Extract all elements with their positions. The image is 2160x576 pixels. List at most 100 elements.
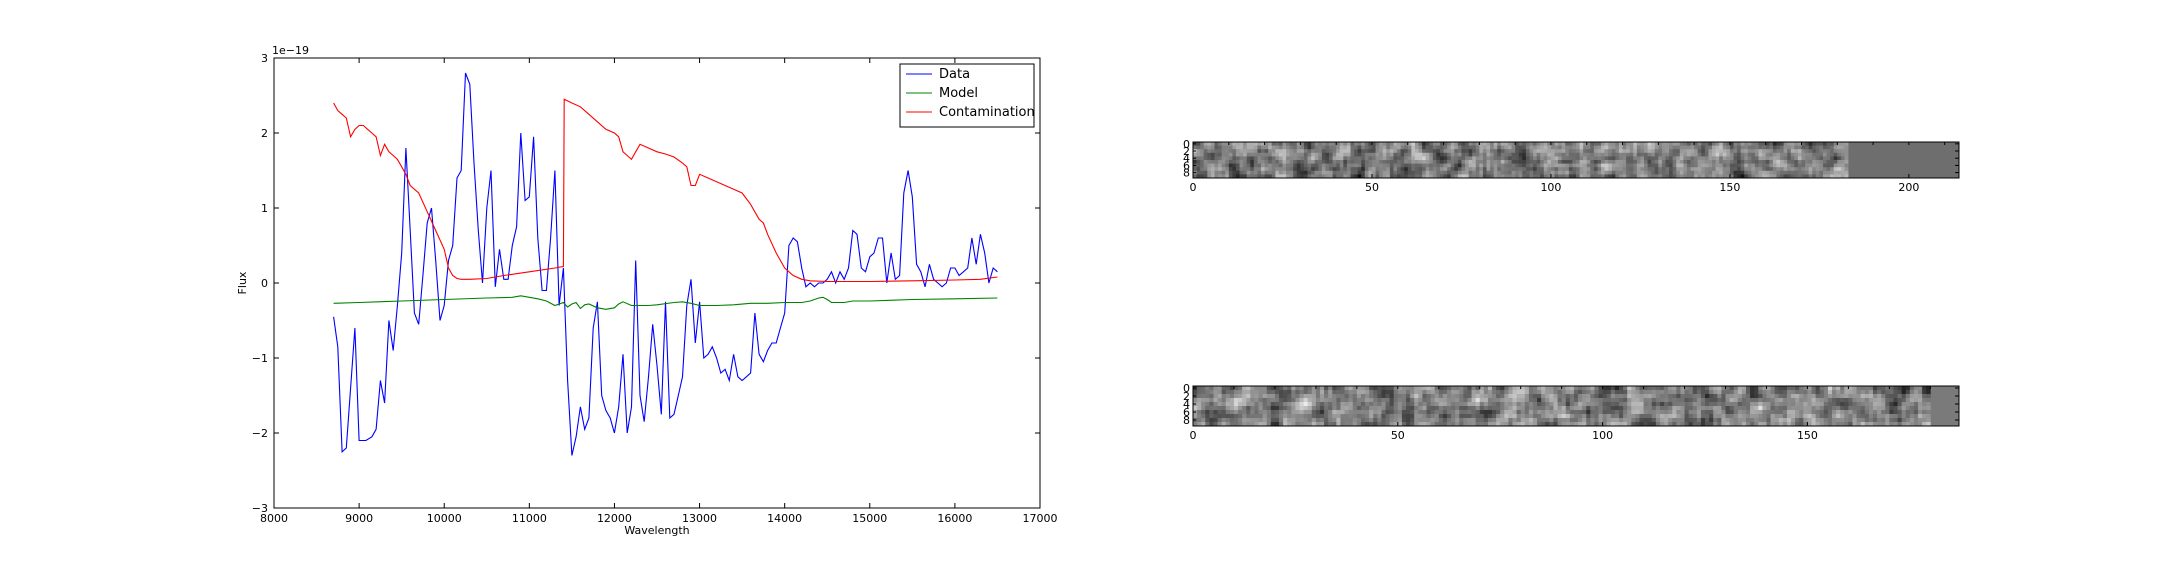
series-line-contamination	[333, 98, 998, 283]
image-pixel	[1576, 170, 1580, 175]
image-pixel	[1549, 422, 1554, 427]
image-pixel	[1379, 163, 1384, 168]
image-pixel	[1407, 152, 1412, 157]
image-pixel	[1516, 394, 1522, 399]
image-pixel	[1432, 145, 1437, 150]
image-pixel	[1618, 170, 1623, 175]
image-pixel	[1590, 398, 1595, 403]
image-pixel	[1274, 422, 1280, 427]
image-pixel	[1690, 149, 1695, 154]
image-pixel	[1291, 390, 1296, 395]
image-pixel	[1665, 163, 1670, 168]
image-pixel	[1497, 170, 1502, 175]
image-pixel	[1844, 398, 1849, 403]
image-pixel	[1593, 142, 1598, 146]
image-pixel	[1207, 149, 1212, 154]
image-pixel	[1664, 406, 1669, 411]
image-pixel	[1676, 160, 1681, 164]
image-pixel	[1532, 386, 1538, 391]
image-pixel	[1611, 145, 1616, 150]
image-pixel	[1864, 406, 1870, 411]
image-pixel	[1808, 160, 1813, 164]
image-pixel	[1744, 152, 1749, 157]
image-pixel	[1446, 414, 1452, 419]
image-pixel	[1619, 414, 1624, 419]
image-pixel	[1344, 402, 1350, 407]
image-pixel	[1389, 418, 1395, 423]
image-pixel	[1472, 145, 1477, 150]
image-pixel	[1765, 174, 1770, 179]
image-pixel	[1565, 142, 1570, 146]
image-pixel	[1303, 145, 1308, 150]
image-pixel	[1487, 394, 1493, 399]
image-pixel	[1808, 149, 1813, 154]
image-pixel	[1258, 414, 1264, 419]
image-pixel	[1782, 398, 1788, 403]
image-pixel	[1393, 422, 1399, 427]
image-pixel	[1504, 390, 1509, 395]
image-pixel	[1664, 414, 1669, 419]
image-pixel	[1737, 398, 1743, 403]
image-pixel	[1712, 163, 1716, 168]
image-pixel	[1844, 422, 1849, 427]
image-pixel	[1461, 152, 1466, 157]
image-pixel	[1307, 386, 1313, 391]
image-pixel	[1529, 167, 1534, 172]
image-pixel	[1627, 394, 1632, 399]
image-pixel	[1238, 390, 1243, 395]
image-pixel	[1266, 386, 1272, 391]
image-1-x-axis: 0 50 100 150 200	[1190, 142, 1946, 194]
image-pixel	[1324, 394, 1329, 399]
image-pixel	[1365, 394, 1370, 399]
image-pixel	[1229, 386, 1235, 391]
image-pixel	[1844, 170, 1849, 175]
image-pixel	[1397, 390, 1403, 395]
image-pixel	[1261, 149, 1265, 154]
image-pixel	[1496, 418, 1501, 423]
image-pixel	[1242, 414, 1247, 419]
image-pixel	[1328, 418, 1333, 423]
image-pixel	[1228, 163, 1233, 168]
image-pixel	[1611, 170, 1616, 175]
image-pixel	[1877, 422, 1882, 427]
image-pixel	[1830, 160, 1835, 164]
image-pixel	[1766, 422, 1771, 427]
image-pixel	[1483, 410, 1489, 415]
image-pixel	[1434, 386, 1440, 391]
image-pixel	[1321, 142, 1326, 146]
image-pixel	[1565, 386, 1571, 391]
image-pixel	[1615, 174, 1620, 179]
image-pixel	[1754, 402, 1759, 407]
image-pixel	[1547, 167, 1552, 172]
image-pixel	[1493, 149, 1498, 154]
image-pixel	[1286, 174, 1291, 179]
image-pixel	[1610, 390, 1616, 395]
image-pixel	[1475, 402, 1481, 407]
image-pixel	[1586, 414, 1591, 419]
image-pixel	[1659, 386, 1665, 391]
image-pixel	[1614, 394, 1620, 399]
image-pixel	[1733, 394, 1739, 399]
image-pixel	[1257, 167, 1262, 172]
image-pixel	[1819, 142, 1824, 146]
image-pixel	[1422, 174, 1427, 179]
image-pixel	[1647, 174, 1652, 179]
image-pixel	[1618, 145, 1623, 150]
image-pixel	[1507, 156, 1512, 161]
image-pixel	[1684, 422, 1690, 427]
image-pixel	[1406, 386, 1411, 391]
image-pixel	[1340, 406, 1345, 411]
image-pixel	[1296, 174, 1301, 179]
image-pixel	[1375, 170, 1380, 175]
image-pixel	[1293, 156, 1298, 161]
image-pixel	[1715, 149, 1720, 154]
image-pixel	[1430, 414, 1436, 419]
image-pixel	[1250, 174, 1255, 179]
image-pixel	[1905, 406, 1911, 411]
image-pixel	[1483, 406, 1489, 411]
image-pixel	[1750, 386, 1755, 391]
image-pixel	[1497, 152, 1502, 157]
image-pixel	[1217, 394, 1223, 399]
image-pixel	[1520, 418, 1526, 423]
image-pixel	[1414, 422, 1419, 427]
